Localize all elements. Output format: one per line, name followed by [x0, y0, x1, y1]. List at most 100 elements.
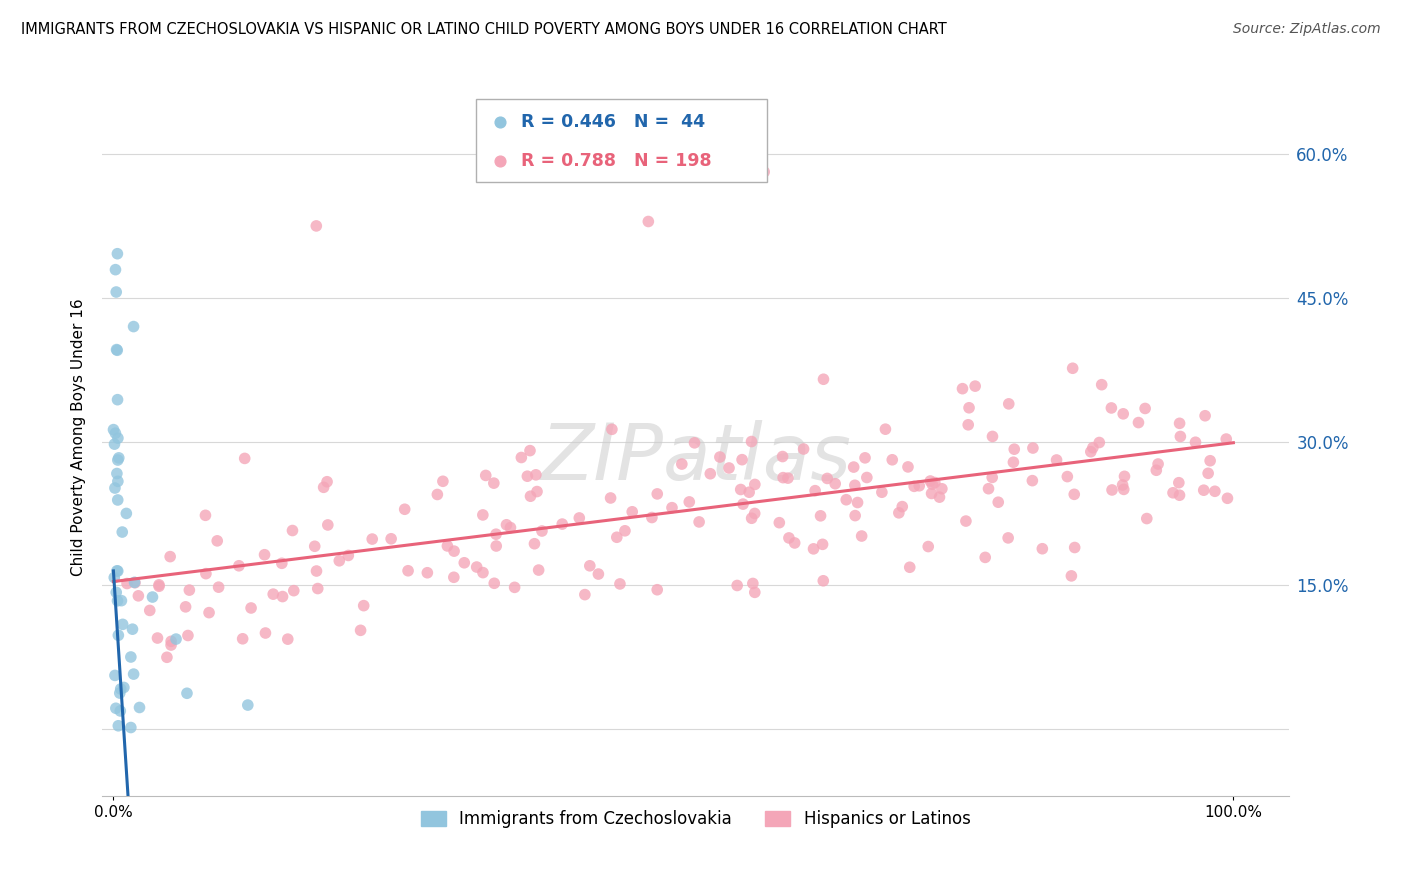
- Point: [115, 507, 138, 521]
- Point: [741, 576, 763, 591]
- Point: [731, 452, 754, 467]
- Point: [931, 482, 953, 496]
- Point: [725, 578, 748, 592]
- Point: [1215, 432, 1237, 446]
- Point: [1021, 474, 1043, 488]
- Point: [1192, 483, 1215, 498]
- Point: [527, 563, 550, 577]
- Point: [824, 476, 846, 491]
- Point: [194, 508, 217, 523]
- Point: [613, 524, 636, 538]
- Point: [965, 379, 987, 393]
- Point: [159, 549, 181, 564]
- Point: [678, 495, 700, 509]
- Point: [741, 434, 763, 449]
- Point: [111, 524, 134, 539]
- Point: [1101, 483, 1123, 497]
- Point: [485, 527, 508, 541]
- Point: [124, 575, 146, 590]
- Point: [1081, 441, 1104, 455]
- Point: [803, 541, 825, 556]
- Point: [741, 511, 763, 525]
- Text: Source: ZipAtlas.com: Source: ZipAtlas.com: [1233, 22, 1381, 37]
- Point: [471, 508, 494, 522]
- Point: [891, 500, 914, 514]
- Point: [1112, 483, 1135, 497]
- Point: [104, 701, 127, 715]
- Point: [844, 478, 866, 492]
- Point: [738, 485, 761, 500]
- Point: [920, 474, 942, 488]
- Point: [156, 650, 179, 665]
- Point: [516, 469, 538, 483]
- Point: [198, 606, 221, 620]
- Point: [987, 495, 1010, 509]
- Point: [1063, 487, 1085, 501]
- Point: [107, 475, 129, 489]
- Point: [1197, 467, 1219, 481]
- Point: [898, 560, 921, 574]
- Point: [1080, 444, 1102, 458]
- Point: [1204, 484, 1226, 499]
- Point: [471, 566, 494, 580]
- Text: ZIPatlas: ZIPatlas: [540, 420, 851, 496]
- Point: [568, 511, 591, 525]
- Point: [1002, 455, 1025, 469]
- Point: [1063, 541, 1085, 555]
- Point: [772, 450, 794, 464]
- Point: [981, 429, 1004, 443]
- Point: [1184, 435, 1206, 450]
- Point: [270, 557, 292, 571]
- Point: [578, 558, 600, 573]
- Point: [510, 450, 533, 465]
- Point: [952, 382, 974, 396]
- Point: [495, 517, 517, 532]
- Point: [524, 467, 547, 482]
- Point: [997, 397, 1019, 411]
- Point: [160, 634, 183, 648]
- Point: [606, 530, 628, 544]
- Point: [233, 451, 256, 466]
- Point: [768, 516, 790, 530]
- Point: [778, 531, 800, 545]
- Point: [141, 590, 163, 604]
- Point: [349, 624, 371, 638]
- Point: [316, 518, 339, 533]
- Point: [600, 422, 623, 436]
- Point: [179, 583, 201, 598]
- Text: R = 0.446   N =  44: R = 0.446 N = 44: [522, 113, 706, 131]
- Point: [361, 532, 384, 546]
- Point: [842, 460, 865, 475]
- Point: [107, 594, 129, 608]
- Point: [609, 577, 631, 591]
- Point: [645, 487, 668, 501]
- Point: [1099, 401, 1122, 415]
- Point: [1112, 407, 1135, 421]
- Point: [105, 467, 128, 481]
- Point: [813, 372, 835, 386]
- Point: [103, 570, 125, 584]
- Point: [846, 495, 869, 509]
- Point: [110, 593, 132, 607]
- Point: [174, 599, 197, 614]
- Point: [709, 450, 731, 464]
- Point: [105, 285, 128, 299]
- Point: [776, 471, 799, 485]
- Point: [396, 564, 419, 578]
- Point: [416, 566, 439, 580]
- Point: [281, 524, 304, 538]
- Point: [870, 485, 893, 500]
- Point: [112, 681, 135, 695]
- Point: [316, 475, 339, 489]
- Point: [108, 686, 131, 700]
- Point: [503, 580, 526, 594]
- Point: [194, 566, 217, 581]
- Point: [641, 510, 664, 524]
- Point: [124, 575, 146, 590]
- Point: [856, 470, 879, 484]
- Point: [107, 246, 129, 260]
- Point: [105, 585, 128, 599]
- Point: [1194, 409, 1216, 423]
- Point: [810, 508, 832, 523]
- Point: [121, 622, 143, 636]
